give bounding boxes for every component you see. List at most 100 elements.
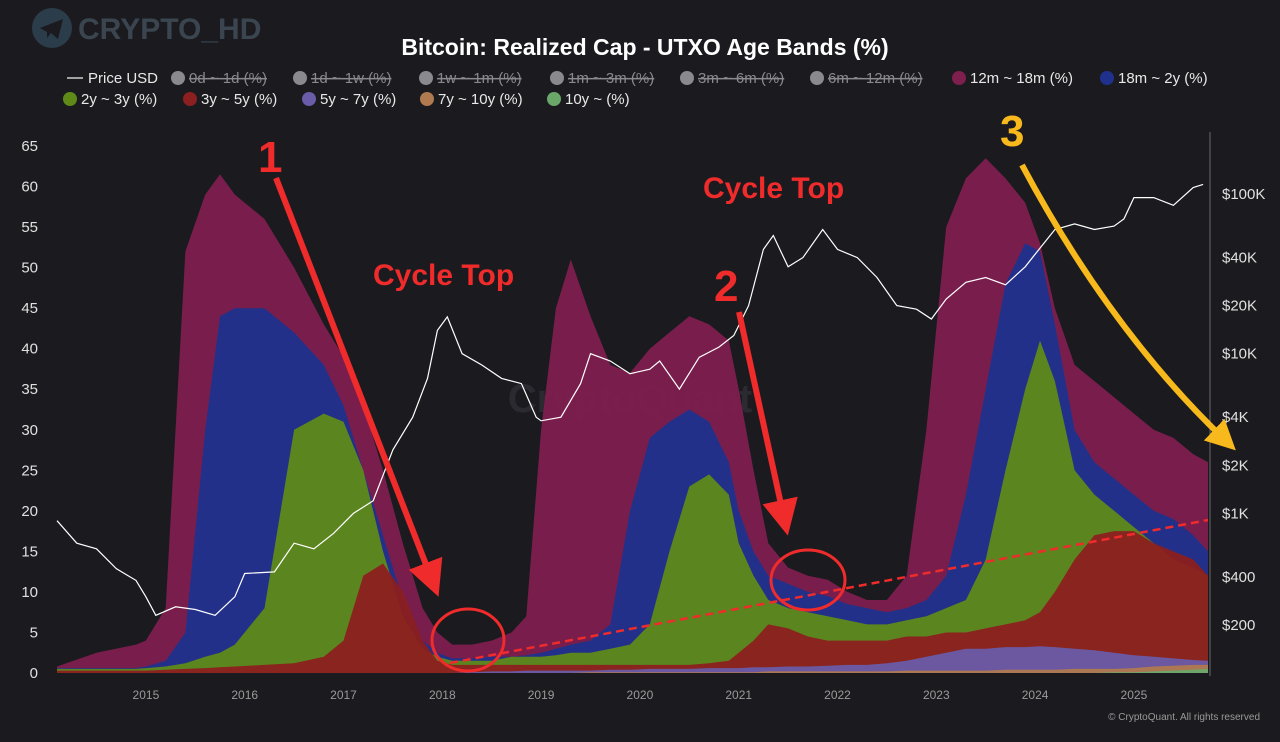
legend-marker — [810, 71, 824, 85]
annotation-number-1: 1 — [258, 133, 282, 182]
legend-marker — [293, 71, 307, 85]
legend-item[interactable]: 18m ~ 2y (%) — [1100, 70, 1208, 87]
y-left-tick-label: 35 — [21, 381, 38, 398]
area-band-7y-10y- — [57, 664, 1208, 673]
y-left-tick-label: 20 — [21, 503, 38, 520]
y-left-tick-label: 45 — [21, 300, 38, 317]
y-left-tick-label: 65 — [21, 138, 38, 155]
annotation-arrow-2 — [736, 311, 798, 536]
y-axis-right: $200 $400 $1K $2K $4K $10K $20K $40K $100K — [1222, 186, 1265, 634]
support-trend-line — [449, 518, 1209, 665]
annotation-number-3: 3 — [1000, 107, 1024, 156]
legend-marker — [171, 71, 185, 85]
annotations: 1 Cycle Top 2 Cycle Top 3 — [258, 107, 1236, 673]
annotation-number-2: 2 — [714, 262, 738, 311]
legend-marker — [63, 92, 77, 106]
legend-marker — [419, 71, 433, 85]
area-series-group — [57, 158, 1208, 674]
legend-item[interactable]: 7y ~ 10y (%) — [420, 91, 523, 108]
legend-marker — [1100, 71, 1114, 85]
legend-marker — [550, 71, 564, 85]
x-tick-label: 2016 — [231, 688, 258, 702]
x-tick-label: 2018 — [429, 688, 456, 702]
legend-label: 2y ~ 3y (%) — [81, 91, 157, 108]
legend-item[interactable]: 1w ~ 1m (%) — [419, 70, 522, 87]
x-tick-label: 2022 — [824, 688, 851, 702]
legend-marker — [680, 71, 694, 85]
y-right-tick-label: $100K — [1222, 186, 1265, 203]
area-band-2y-3y- — [57, 340, 1208, 673]
x-tick-label: 2020 — [627, 688, 654, 702]
y-left-tick-label: 5 — [30, 625, 38, 642]
x-tick-label: 2015 — [133, 688, 160, 702]
legend-item[interactable]: 3y ~ 5y (%) — [183, 91, 277, 108]
chart-title: Bitcoin: Realized Cap - UTXO Age Bands (… — [401, 34, 888, 60]
legend-label: 3m ~ 6m (%) — [698, 70, 784, 87]
price-line — [56, 183, 1204, 617]
x-tick-label: 2023 — [923, 688, 950, 702]
legend-label: 0d ~ 1d (%) — [189, 70, 267, 87]
legend-label: 10y ~ (%) — [565, 91, 630, 108]
area-band-5y-7y- — [57, 646, 1208, 673]
y-axis-left: 0 5 10 15 20 25 30 35 40 45 50 55 60 65 — [21, 138, 38, 682]
y-left-tick-label: 30 — [21, 422, 38, 439]
legend-label: 3y ~ 5y (%) — [201, 91, 277, 108]
x-tick-label: 2019 — [528, 688, 555, 702]
copyright-text: © CryptoQuant. All rights reserved — [1108, 712, 1260, 723]
legend-item[interactable]: 1m ~ 3m (%) — [550, 70, 654, 87]
x-axis: 2015 2016 2017 2018 2019 2020 2021 2022 2023 2024… — [133, 688, 1148, 702]
x-tick-label: 2024 — [1022, 688, 1049, 702]
telegram-plane-shape — [40, 19, 63, 39]
annotation-arrow-3 — [1019, 163, 1236, 451]
legend-item[interactable]: 3m ~ 6m (%) — [680, 70, 784, 87]
legend-item[interactable]: Price USD — [67, 70, 158, 87]
legend-label: Price USD — [88, 70, 158, 87]
legend-label: 18m ~ 2y (%) — [1118, 70, 1208, 87]
y-left-tick-label: 15 — [21, 543, 38, 560]
y-right-tick-label: $2K — [1222, 457, 1249, 474]
annotation-circle-2 — [769, 548, 847, 612]
watermark-text: CRYPTO_HD — [78, 13, 261, 46]
annotation-circle-1 — [430, 607, 506, 673]
legend-item[interactable]: 12m ~ 18m (%) — [952, 70, 1073, 87]
legend-marker — [952, 71, 966, 85]
legend-label: 7y ~ 10y (%) — [438, 91, 523, 108]
y-left-tick-label: 60 — [21, 179, 38, 196]
y-right-tick-label: $40K — [1222, 250, 1257, 267]
y-left-tick-label: 55 — [21, 219, 38, 236]
legend-label: 1w ~ 1m (%) — [437, 70, 522, 87]
y-right-tick-label: $1K — [1222, 505, 1249, 522]
legend-label: 5y ~ 7y (%) — [320, 91, 396, 108]
legend-item[interactable]: 5y ~ 7y (%) — [302, 91, 396, 108]
price-line-group — [56, 183, 1204, 617]
x-tick-label: 2017 — [330, 688, 357, 702]
x-tick-label: 2021 — [725, 688, 752, 702]
chart-legend[interactable]: Price USD 0d ~ 1d (%) 1d ~ 1w (%) 1w ~ 1m (… — [63, 70, 1208, 108]
legend-item[interactable]: 6m ~ 12m (%) — [810, 70, 923, 87]
legend-label: 1d ~ 1w (%) — [311, 70, 391, 87]
x-tick-label: 2025 — [1121, 688, 1148, 702]
y-left-tick-label: 25 — [21, 462, 38, 479]
legend-marker — [183, 92, 197, 106]
y-right-tick-label: $4K — [1222, 409, 1249, 426]
legend-label: 12m ~ 18m (%) — [970, 70, 1073, 87]
legend-marker — [302, 92, 316, 106]
legend-item[interactable]: 0d ~ 1d (%) — [171, 70, 267, 87]
y-right-tick-label: $20K — [1222, 298, 1257, 315]
y-right-tick-label: $200 — [1222, 617, 1255, 634]
crypto-hd-watermark: CRYPTO_HD — [32, 8, 261, 48]
legend-marker — [547, 92, 561, 106]
y-left-tick-label: 50 — [21, 260, 38, 277]
cycle-top-label-1: Cycle Top — [373, 259, 514, 292]
legend-item[interactable]: 10y ~ (%) — [547, 91, 630, 108]
legend-label: 1m ~ 3m (%) — [568, 70, 654, 87]
y-right-tick-label: $400 — [1222, 569, 1255, 586]
area-band-3y-5y- — [57, 531, 1208, 673]
y-left-tick-label: 40 — [21, 341, 38, 358]
legend-item[interactable]: 2y ~ 3y (%) — [63, 91, 157, 108]
legend-label: 6m ~ 12m (%) — [828, 70, 923, 87]
legend-marker — [420, 92, 434, 106]
y-left-tick-label: 0 — [30, 665, 38, 682]
legend-item[interactable]: 1d ~ 1w (%) — [293, 70, 391, 87]
